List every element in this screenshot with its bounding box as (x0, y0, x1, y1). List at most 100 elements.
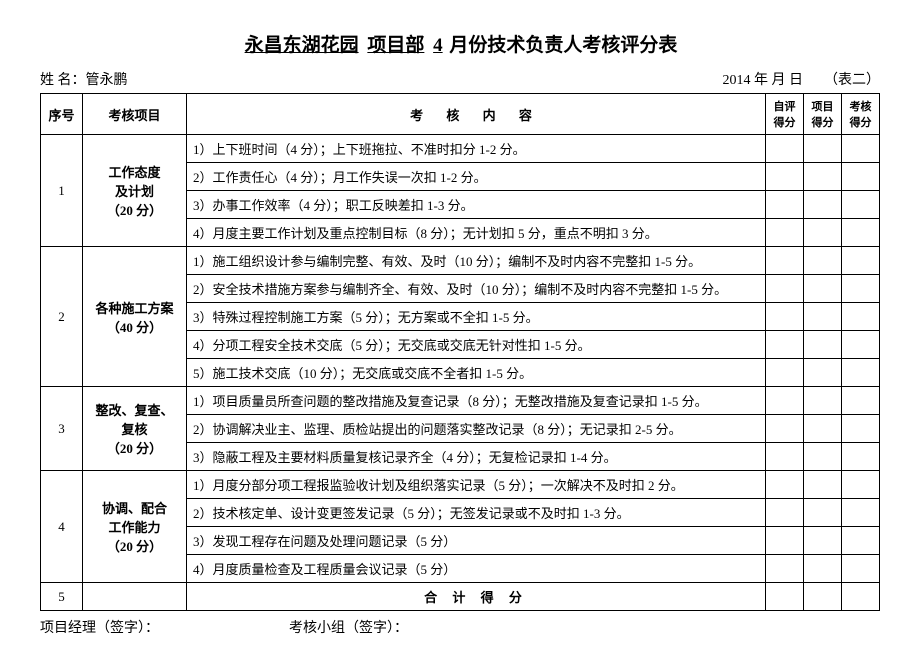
cell-item: 整改、复查、复核（20 分） (83, 387, 187, 471)
cell-score (842, 415, 880, 443)
cell-score (766, 471, 804, 499)
cell-score (842, 443, 880, 471)
cell-content: 4）月度质量检查及工程质量会议记录（5 分） (187, 555, 766, 583)
cell-seq: 4 (41, 471, 83, 583)
cell-score (842, 275, 880, 303)
cell-item: 工作态度及计划（20 分） (83, 135, 187, 247)
cell-score (842, 191, 880, 219)
cell-score (804, 471, 842, 499)
date-text: 2014 年 月 日 (723, 73, 804, 88)
title-suffix: 月份技术负责人考核评分表 (449, 35, 677, 56)
cell-score (804, 303, 842, 331)
cell-score (766, 191, 804, 219)
cell-score (842, 331, 880, 359)
cell-content: 5）施工技术交底（10 分）；无交底或交底不全者扣 1-5 分。 (187, 359, 766, 387)
name-value: 管永鹏 (86, 73, 128, 88)
name-label: 姓 名： (40, 73, 86, 88)
cell-score (804, 359, 842, 387)
cell-score (842, 527, 880, 555)
cell-item: 各种施工方案（40 分） (83, 247, 187, 387)
cell-score (842, 387, 880, 415)
cell-score (804, 331, 842, 359)
cell-score (804, 387, 842, 415)
cell-score (766, 555, 804, 583)
cell-score (842, 163, 880, 191)
cell-seq: 3 (41, 387, 83, 471)
cell-content: 4）月度主要工作计划及重点控制目标（8 分）；无计划扣 5 分，重点不明扣 3 … (187, 219, 766, 247)
footer-pm: 项目经理（签字）： (40, 617, 159, 637)
hdr-self: 自评得分 (766, 94, 804, 135)
cell-score (842, 219, 880, 247)
cell-score (804, 555, 842, 583)
cell-score (842, 303, 880, 331)
cell-item (83, 583, 187, 611)
cell-score (766, 303, 804, 331)
cell-score (842, 583, 880, 611)
table-header-row: 序号 考核项目 考 核 内 容 自评得分 项目得分 考核得分 (41, 94, 880, 135)
cell-content: 3）特殊过程控制施工方案（5 分）；无方案或不全扣 1-5 分。 (187, 303, 766, 331)
hdr-check: 考核得分 (842, 94, 880, 135)
cell-score (804, 443, 842, 471)
cell-seq: 5 (41, 583, 83, 611)
cell-score (842, 359, 880, 387)
cell-content: 1）月度分部分项工程报监验收计划及组织落实记录（5 分）；一次解决不及时扣 2 … (187, 471, 766, 499)
cell-score (804, 415, 842, 443)
cell-seq: 2 (41, 247, 83, 387)
cell-score (842, 555, 880, 583)
cell-score (804, 527, 842, 555)
cell-content: 4）分项工程安全技术交底（5 分）；无交底或交底无针对性扣 1-5 分。 (187, 331, 766, 359)
cell-content: 2）技术核定单、设计变更签发记录（5 分）；无签发记录或不及时扣 1-3 分。 (187, 499, 766, 527)
cell-content: 3）隐蔽工程及主要材料质量复核记录齐全（4 分）；无复检记录扣 1-4 分。 (187, 443, 766, 471)
cell-score (804, 135, 842, 163)
cell-score (766, 443, 804, 471)
cell-score (804, 191, 842, 219)
cell-content: 2）工作责任心（4 分）；月工作失误一次扣 1-2 分。 (187, 163, 766, 191)
cell-score (766, 275, 804, 303)
cell-score (766, 583, 804, 611)
cell-content: 1）施工组织设计参与编制完整、有效、及时（10 分）；编制不及时内容不完整扣 1… (187, 247, 766, 275)
title-project: 永昌东湖花园 (243, 35, 361, 56)
cell-score (842, 247, 880, 275)
title-month: 4 (431, 35, 445, 56)
cell-score (842, 471, 880, 499)
footer-team: 考核小组（签字）： (289, 617, 408, 637)
form-no: （表二） (824, 73, 880, 88)
hdr-seq: 序号 (41, 94, 83, 135)
cell-content: 2）协调解决业主、监理、质检站提出的问题落实整改记录（8 分）；无记录扣 2-5… (187, 415, 766, 443)
cell-content: 2）安全技术措施方案参与编制齐全、有效、及时（10 分）；编制不及时内容不完整扣… (187, 275, 766, 303)
table-row: 4协调、配合工作能力（20 分）1）月度分部分项工程报监验收计划及组织落实记录（… (41, 471, 880, 499)
cell-item: 协调、配合工作能力（20 分） (83, 471, 187, 583)
hdr-content: 考 核 内 容 (187, 94, 766, 135)
cell-content: 3）发现工程存在问题及处理问题记录（5 分） (187, 527, 766, 555)
cell-score (842, 499, 880, 527)
footer-row: 项目经理（签字）： 考核小组（签字）： (40, 617, 880, 637)
total-label: 合 计 得 分 (187, 583, 766, 611)
cell-content: 1）上下班时间（4 分）；上下班拖拉、不准时扣分 1-2 分。 (187, 135, 766, 163)
cell-score (766, 247, 804, 275)
evaluation-table: 序号 考核项目 考 核 内 容 自评得分 项目得分 考核得分 1工作态度及计划（… (40, 93, 880, 611)
cell-score (766, 415, 804, 443)
cell-score (766, 499, 804, 527)
cell-score (766, 331, 804, 359)
cell-score (766, 527, 804, 555)
cell-score (804, 275, 842, 303)
cell-score (766, 219, 804, 247)
table-row: 2各种施工方案（40 分）1）施工组织设计参与编制完整、有效、及时（10 分）；… (41, 247, 880, 275)
meta-row: 姓 名：管永鹏 2014 年 月 日 （表二） (40, 69, 880, 89)
cell-content: 3）办事工作效率（4 分）；职工反映差扣 1-3 分。 (187, 191, 766, 219)
cell-score (804, 163, 842, 191)
cell-seq: 1 (41, 135, 83, 247)
title-dept: 项目部 (365, 35, 426, 56)
cell-score (804, 583, 842, 611)
cell-score (804, 499, 842, 527)
cell-score (804, 219, 842, 247)
cell-score (766, 359, 804, 387)
cell-score (766, 135, 804, 163)
page-title: 永昌东湖花园 项目部 4 月份技术负责人考核评分表 (40, 30, 880, 57)
table-row: 3整改、复查、复核（20 分）1）项目质量员所查问题的整改措施及复查记录（8 分… (41, 387, 880, 415)
cell-score (766, 387, 804, 415)
cell-score (842, 135, 880, 163)
cell-score (804, 247, 842, 275)
hdr-proj: 项目得分 (804, 94, 842, 135)
total-row: 5 合 计 得 分 (41, 583, 880, 611)
